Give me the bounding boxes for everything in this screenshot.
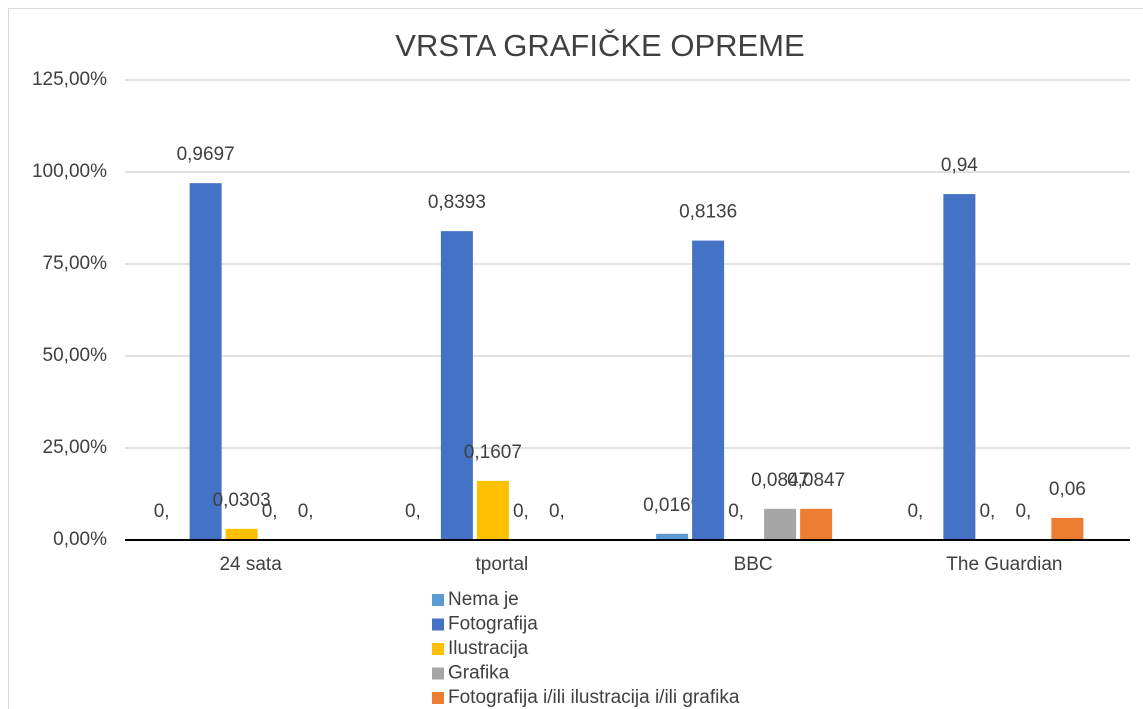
legend-label: Ilustracija	[448, 638, 529, 659]
bar	[943, 194, 976, 540]
x-tick-label: The Guardian	[946, 554, 1062, 575]
data-label: 0,1607	[464, 442, 522, 463]
bar	[225, 528, 258, 540]
legend-label: Nema je	[448, 589, 519, 610]
data-label: 0,	[1015, 501, 1031, 522]
x-tick-label: BBC	[734, 554, 773, 575]
y-tick-label: 100,00%	[32, 161, 107, 182]
data-label: 0,	[907, 501, 923, 522]
bar	[1051, 517, 1084, 540]
y-tick-label: 50,00%	[43, 345, 108, 366]
bar	[692, 240, 725, 540]
data-label: 0,	[298, 501, 314, 522]
bar	[656, 533, 689, 540]
legend-label: Grafika	[448, 663, 510, 684]
legend-swatch	[432, 594, 444, 606]
bar	[189, 183, 222, 541]
y-tick-label: 25,00%	[43, 437, 108, 458]
bar	[476, 480, 509, 540]
bar	[800, 508, 833, 540]
data-label: 0,94	[941, 155, 978, 176]
data-label: 0,	[728, 501, 744, 522]
data-label: 0,0169	[643, 495, 701, 516]
data-label: 0,	[262, 501, 278, 522]
legend-swatch	[432, 643, 444, 655]
x-tick-label: 24 sata	[219, 554, 282, 575]
data-label: 0,	[513, 501, 529, 522]
data-label: 0,8136	[679, 202, 737, 223]
legend-swatch	[432, 618, 444, 631]
y-tick-label: 0,00%	[53, 529, 107, 550]
data-label: 0,06	[1049, 479, 1086, 500]
legend-swatch	[432, 692, 444, 704]
data-label: 0,	[979, 501, 995, 522]
chart-title: VRSTA GRAFIČKE OPREME	[395, 28, 804, 63]
data-label: 0,0847	[787, 470, 845, 491]
x-tick-label: tportal	[475, 554, 528, 575]
legend-label: Fotografija	[448, 614, 538, 635]
data-label: 0,	[405, 501, 421, 522]
y-tick-label: 75,00%	[43, 253, 108, 274]
legend-label: Fotografija i/ili ilustracija i/ili graf…	[448, 687, 740, 708]
data-label: 0,0847	[751, 470, 809, 491]
y-tick-label: 125,00%	[32, 69, 107, 90]
data-label: 0,	[154, 501, 170, 522]
data-label: 0,8393	[428, 192, 486, 213]
legend-swatch	[432, 667, 444, 680]
data-label: 0,0303	[213, 490, 271, 511]
data-label: 0,9697	[177, 144, 235, 165]
bar	[764, 508, 797, 540]
bar	[440, 231, 473, 540]
data-label: 0,	[549, 501, 565, 522]
